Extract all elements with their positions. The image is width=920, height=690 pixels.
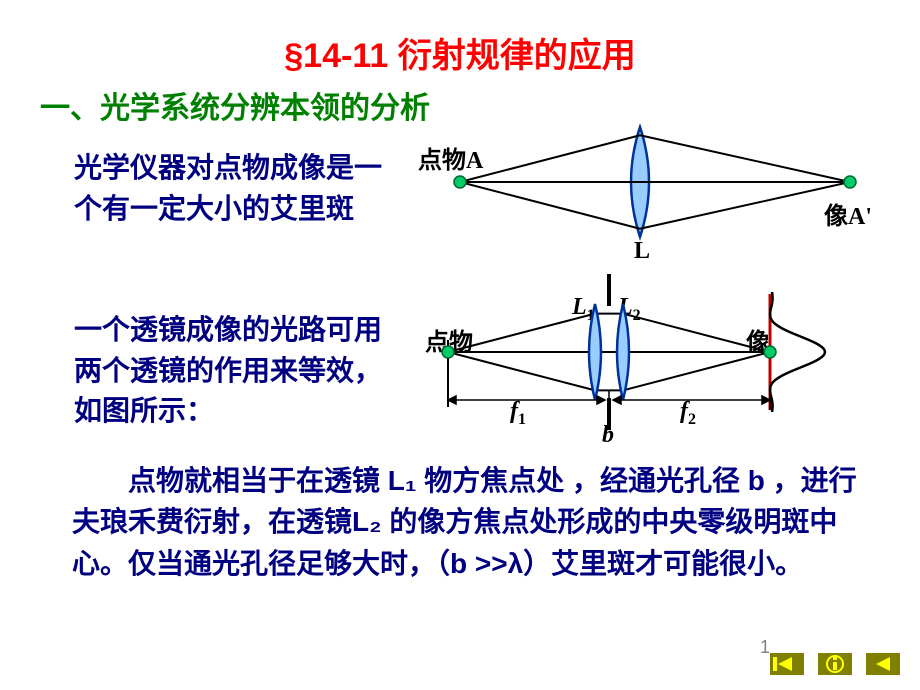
nav-first-button[interactable] — [770, 653, 804, 675]
fig2-l1-label: L1 — [572, 294, 595, 325]
nav-info-button[interactable] — [818, 653, 852, 675]
paragraph-equivalent: 一个透镜成像的光路可用两个透镜的作用来等效，如图所示： — [74, 310, 404, 432]
page-number: 1 — [760, 637, 770, 658]
paragraph-explanation: 点物就相当于在透镜 L₁ 物方焦点处 ，经通光孔径 b ，进行夫琅禾费衍射，在透… — [72, 460, 862, 584]
paragraph-airy: 光学仪器对点物成像是一个有一定大小的艾里斑 — [74, 148, 404, 229]
section-heading: 一、光学系统分辨本领的分析 — [40, 83, 920, 127]
fig2-l2-label: L2 — [618, 294, 641, 325]
fig2-b-label: b — [602, 422, 614, 449]
nav-prev-button[interactable] — [866, 653, 900, 675]
fig1-obj-label: 点物A — [418, 140, 483, 175]
nav-bar — [770, 650, 900, 678]
fig2-img-label: 像 — [746, 322, 770, 357]
fig1-img-label: 像A' — [824, 196, 872, 231]
fig2-f2-label: f2 — [680, 398, 696, 429]
fig1-lens-label: L — [634, 238, 650, 265]
fig2-f1-label: f1 — [510, 398, 526, 429]
fig2-obj-label: 点物 — [425, 322, 473, 357]
slide-title: §14-11 衍射规律的应用 — [0, 0, 920, 77]
